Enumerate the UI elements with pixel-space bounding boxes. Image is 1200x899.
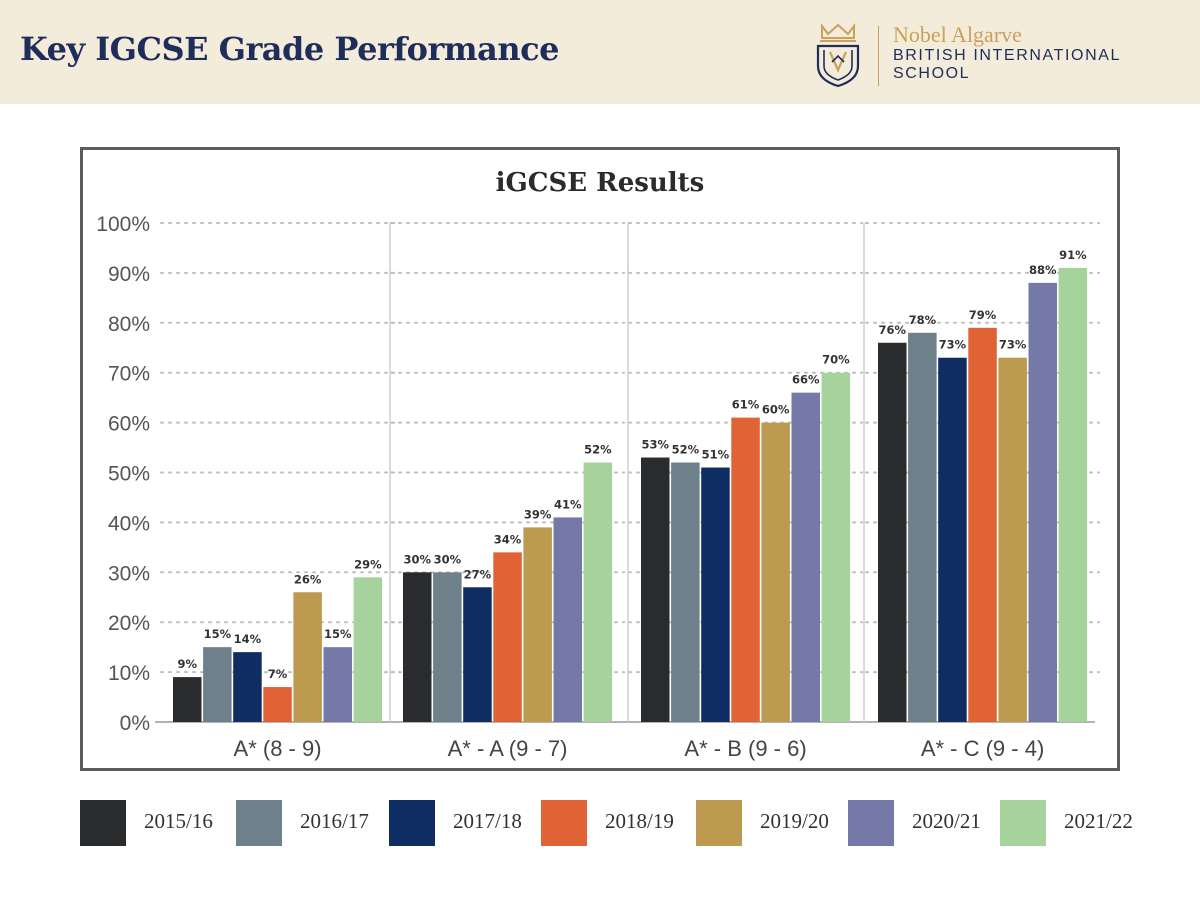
legend-label: 2017/18 xyxy=(453,809,522,833)
y-tick-label: 80% xyxy=(108,313,150,336)
data-label: 15% xyxy=(324,627,352,641)
y-tick-label: 60% xyxy=(108,413,150,436)
legend-swatch xyxy=(696,800,742,846)
data-label: 53% xyxy=(641,438,669,452)
data-label: 7% xyxy=(268,667,288,681)
data-label: 73% xyxy=(999,338,1027,352)
legend-swatch xyxy=(389,800,435,846)
legend-label: 2020/21 xyxy=(912,809,981,833)
x-category-label: A* - C (9 - 4) xyxy=(921,736,1044,761)
bar xyxy=(433,572,462,722)
x-category-label: A* (8 - 9) xyxy=(234,736,322,761)
bar xyxy=(821,372,851,722)
bar xyxy=(878,342,907,722)
data-label: 79% xyxy=(969,308,997,322)
y-tick-label: 40% xyxy=(108,512,150,535)
bar xyxy=(761,422,790,722)
x-axis: A* (8 - 9) A* - A (9 - 7) A* - B (9 - 6) A*… xyxy=(234,736,1045,761)
bar xyxy=(1028,282,1057,722)
data-label: 52% xyxy=(672,443,700,457)
data-label: 9% xyxy=(177,657,197,671)
data-label: 70% xyxy=(822,353,850,367)
legend-swatch xyxy=(236,800,282,846)
y-tick-label: 90% xyxy=(108,263,150,286)
bar xyxy=(523,527,552,722)
bar xyxy=(323,647,352,722)
bar xyxy=(908,332,937,722)
legend-label: 2019/20 xyxy=(760,809,829,833)
bar xyxy=(791,392,820,722)
legend-label: 2018/19 xyxy=(605,809,674,833)
data-label: 66% xyxy=(792,373,820,387)
bar xyxy=(293,592,322,722)
bar xyxy=(493,552,522,722)
bar xyxy=(463,587,492,722)
legend-label: 2016/17 xyxy=(300,809,369,833)
data-label: 88% xyxy=(1029,263,1057,277)
bar xyxy=(173,677,202,722)
bar xyxy=(641,457,670,722)
y-tick-label: 30% xyxy=(108,562,150,585)
bar xyxy=(1058,267,1088,722)
data-label: 34% xyxy=(494,532,522,546)
bar xyxy=(203,647,232,722)
bar xyxy=(998,357,1027,722)
legend-swatch xyxy=(848,800,894,846)
y-tick-label: 100% xyxy=(96,213,150,236)
legend-label: 2015/16 xyxy=(144,809,213,833)
chart-legend: 2015/16 2016/17 2017/18 2018/19 2019/20 2020/… xyxy=(80,799,1160,847)
bar xyxy=(553,517,582,722)
y-axis: 0% 10% 20% 30% 40% 50% 60% 70% 80% 90% 100% xyxy=(96,213,150,735)
chart-title: iGCSE Results xyxy=(496,168,705,198)
legend-swatch xyxy=(80,800,126,846)
data-label: 52% xyxy=(584,443,612,457)
school-name: Nobel Algarve xyxy=(893,22,1022,47)
page-title: Key IGCSE Grade Performance xyxy=(20,30,560,68)
bar-chart: iGCSE Results 0% 10% 20% 30% 40% 50% 60% 70% 80%… xyxy=(96,168,1101,761)
bar xyxy=(263,687,292,722)
legend-swatch xyxy=(1000,800,1046,846)
data-label: 27% xyxy=(464,567,492,581)
data-labels: 9% 30% 53% 76% 15% 30% 52% 78% 14% 27% 51% 73% 7% 34%… xyxy=(177,248,1087,681)
data-label: 39% xyxy=(524,507,552,521)
data-label: 14% xyxy=(234,632,262,646)
bar xyxy=(403,572,432,722)
page-header: Key IGCSE Grade Performance Nobel Algarv… xyxy=(0,0,1200,104)
data-label: 91% xyxy=(1059,248,1087,262)
bar xyxy=(731,417,760,722)
x-category-label: A* - B (9 - 6) xyxy=(684,736,806,761)
y-tick-label: 20% xyxy=(108,612,150,635)
data-label: 73% xyxy=(939,338,967,352)
crest-shield-icon xyxy=(816,23,860,88)
bar xyxy=(233,652,262,722)
data-label: 30% xyxy=(434,552,462,566)
data-label: 60% xyxy=(762,403,790,417)
y-tick-label: 10% xyxy=(108,662,150,685)
school-subtitle: BRITISH INTERNATIONAL SCHOOL xyxy=(893,47,1121,82)
bar xyxy=(583,462,613,722)
data-label: 51% xyxy=(702,448,730,462)
chart-frame: iGCSE Results 0% 10% 20% 30% 40% 50% 60% 70% 80%… xyxy=(80,147,1120,771)
bar xyxy=(353,577,383,722)
bar xyxy=(701,467,730,722)
data-label: 30% xyxy=(403,552,431,566)
legend-label: 2021/22 xyxy=(1064,809,1133,833)
bar-series xyxy=(173,267,1088,722)
data-label: 78% xyxy=(909,313,937,327)
y-tick-label: 0% xyxy=(120,712,150,735)
data-label: 15% xyxy=(204,627,232,641)
bar xyxy=(968,327,997,722)
logo-divider xyxy=(878,26,879,86)
legend-swatch xyxy=(541,800,587,846)
data-label: 26% xyxy=(294,572,322,586)
y-tick-label: 50% xyxy=(108,463,150,486)
x-category-label: A* - A (9 - 7) xyxy=(448,736,568,761)
y-tick-label: 70% xyxy=(108,363,150,386)
data-label: 29% xyxy=(354,557,382,571)
data-label: 41% xyxy=(554,497,582,511)
data-label: 61% xyxy=(732,398,760,412)
bar xyxy=(938,357,967,722)
data-label: 76% xyxy=(878,323,906,337)
bar xyxy=(671,462,700,722)
